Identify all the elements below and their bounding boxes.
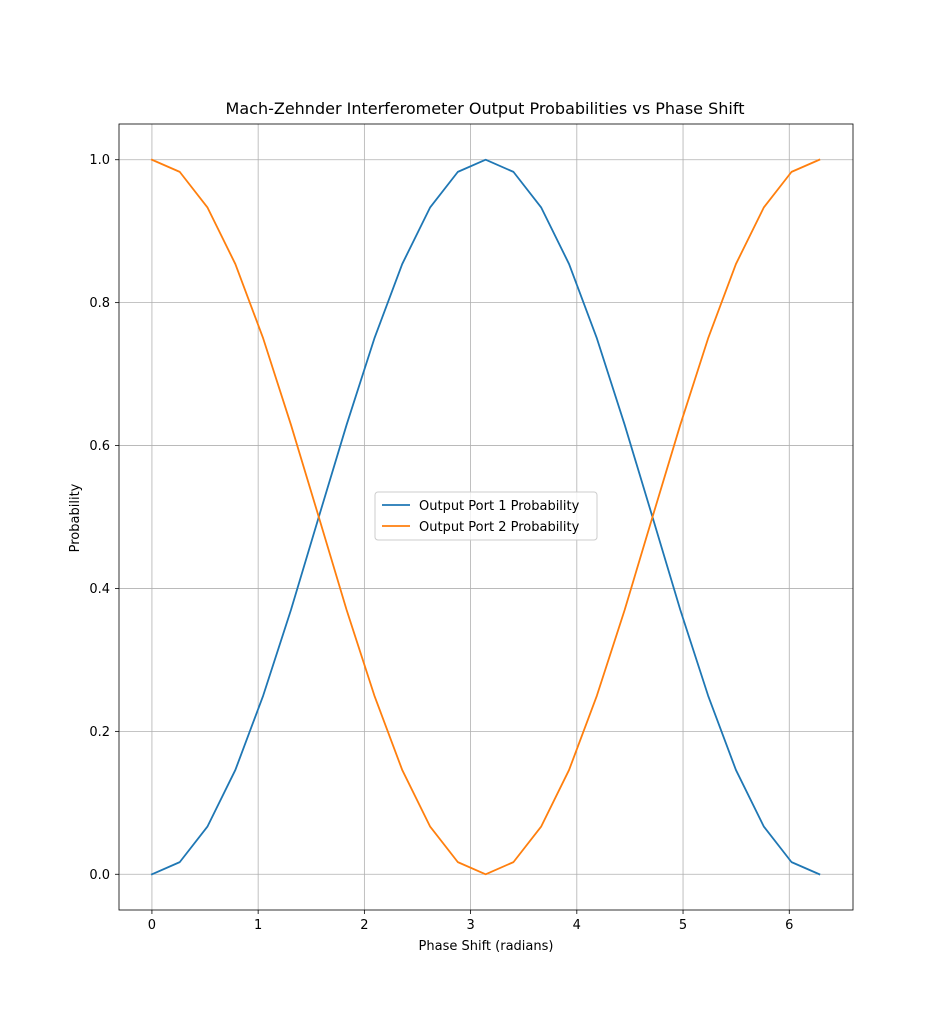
x-axis-label: Phase Shift (radians) — [419, 939, 554, 954]
plot-area-frame — [118, 123, 854, 911]
y-tick-label: 0.4 — [89, 582, 110, 597]
x-tick-label: 6 — [785, 918, 793, 933]
y-tick-label: 0.8 — [89, 296, 110, 311]
y-axis-label: Probability — [68, 483, 83, 552]
y-tick-label: 0.2 — [89, 725, 110, 740]
x-tick-label: 2 — [360, 918, 368, 933]
series-lines — [150, 158, 821, 876]
x-tick-label: 3 — [466, 918, 474, 933]
legend-label-port-2: Output Port 2 Probability — [419, 520, 580, 535]
y-tick-label: 0.0 — [89, 868, 110, 883]
series-line-port-2 — [150, 158, 821, 876]
legend-label-port-1: Output Port 1 Probability — [419, 499, 580, 514]
series-line-port-1 — [150, 158, 821, 876]
x-tick-label: 1 — [254, 918, 262, 933]
chart-title: Mach-Zehnder Interferometer Output Proba… — [226, 99, 745, 118]
legend: Output Port 1 Probability Output Port 2 … — [374, 491, 598, 541]
x-tick-label: 4 — [573, 918, 581, 933]
x-tick-label: 5 — [679, 918, 687, 933]
x-tick-label: 0 — [148, 918, 156, 933]
y-axis-ticks: 0.0 0.2 0.4 0.6 0.8 1.0 — [89, 153, 119, 883]
legend-box — [374, 491, 598, 541]
y-tick-label: 0.6 — [89, 439, 110, 454]
x-axis-ticks: 0 1 2 3 4 5 6 — [148, 910, 793, 933]
y-tick-label: 1.0 — [89, 153, 110, 168]
